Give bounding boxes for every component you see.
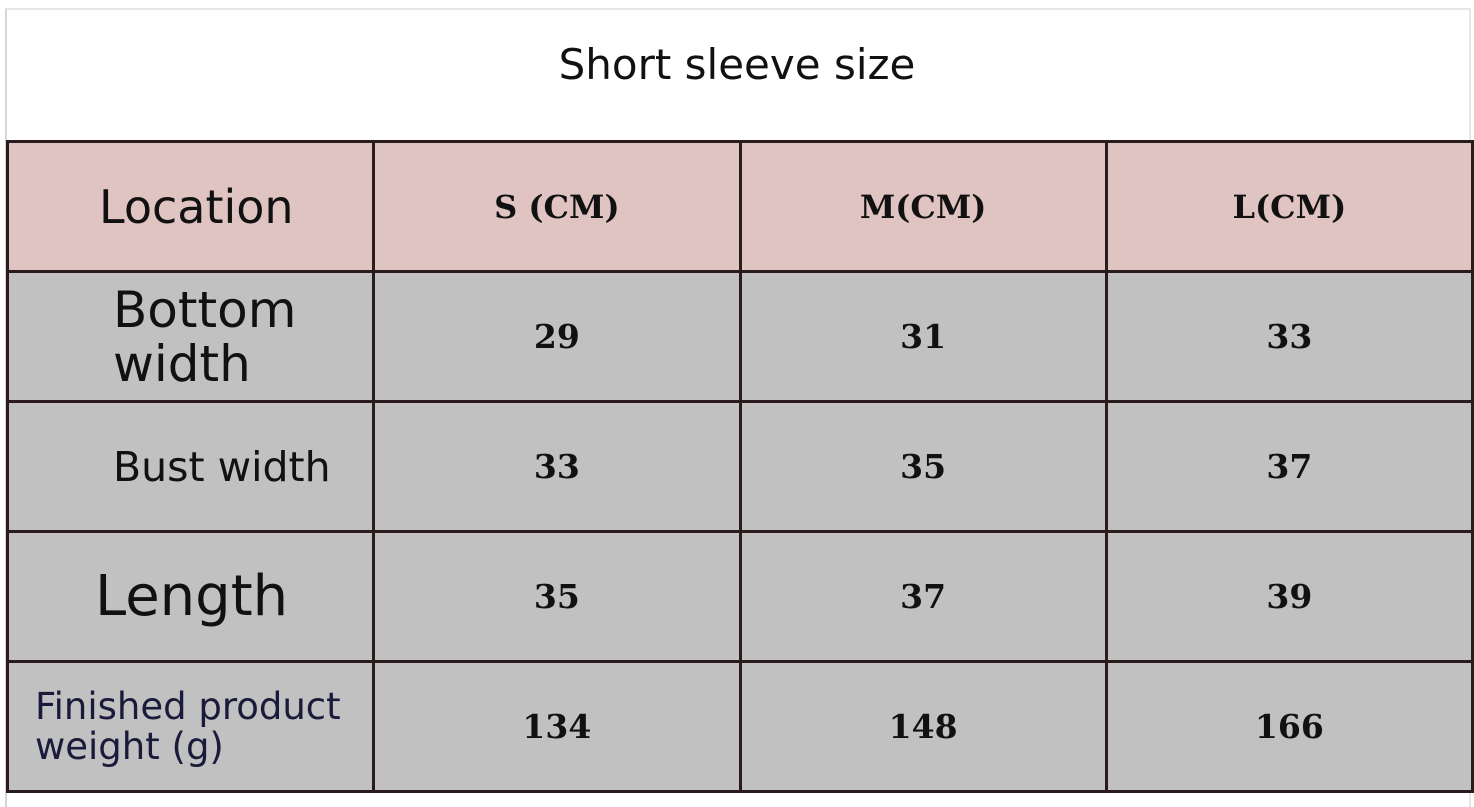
cell-m: 31 bbox=[738, 270, 1108, 403]
header-location: Location bbox=[5, 140, 376, 273]
cell-l: 33 bbox=[1104, 270, 1474, 403]
cell-m: 148 bbox=[738, 660, 1108, 793]
header-row: Location S (CM) M(CM) L(CM) bbox=[5, 140, 1474, 273]
cell-s: 29 bbox=[372, 270, 742, 403]
cell-l: 166 bbox=[1104, 660, 1474, 793]
table-row: Length 35 37 39 bbox=[5, 530, 1474, 663]
cell-m: 37 bbox=[738, 530, 1108, 663]
cell-s: 33 bbox=[372, 400, 742, 533]
row-label: Length bbox=[5, 530, 376, 663]
cell-l: 39 bbox=[1104, 530, 1474, 663]
header-l: L(CM) bbox=[1104, 140, 1474, 273]
cell-m: 35 bbox=[738, 400, 1108, 533]
table-row: Finished product weight (g) 134 148 166 bbox=[5, 660, 1474, 793]
header-m: M(CM) bbox=[738, 140, 1108, 273]
size-table: Location S (CM) M(CM) L(CM) Bottom width… bbox=[5, 140, 1474, 793]
cell-s: 134 bbox=[372, 660, 742, 793]
header-s: S (CM) bbox=[372, 140, 742, 273]
page-title: Short sleeve size bbox=[558, 40, 916, 89]
cell-l: 37 bbox=[1104, 400, 1474, 533]
table-row: Bottom width 29 31 33 bbox=[5, 270, 1474, 403]
cell-s: 35 bbox=[372, 530, 742, 663]
row-label: Bust width bbox=[5, 400, 376, 533]
row-label: Finished product weight (g) bbox=[5, 660, 376, 793]
row-label: Bottom width bbox=[5, 270, 376, 403]
table-row: Bust width 33 35 37 bbox=[5, 400, 1474, 533]
